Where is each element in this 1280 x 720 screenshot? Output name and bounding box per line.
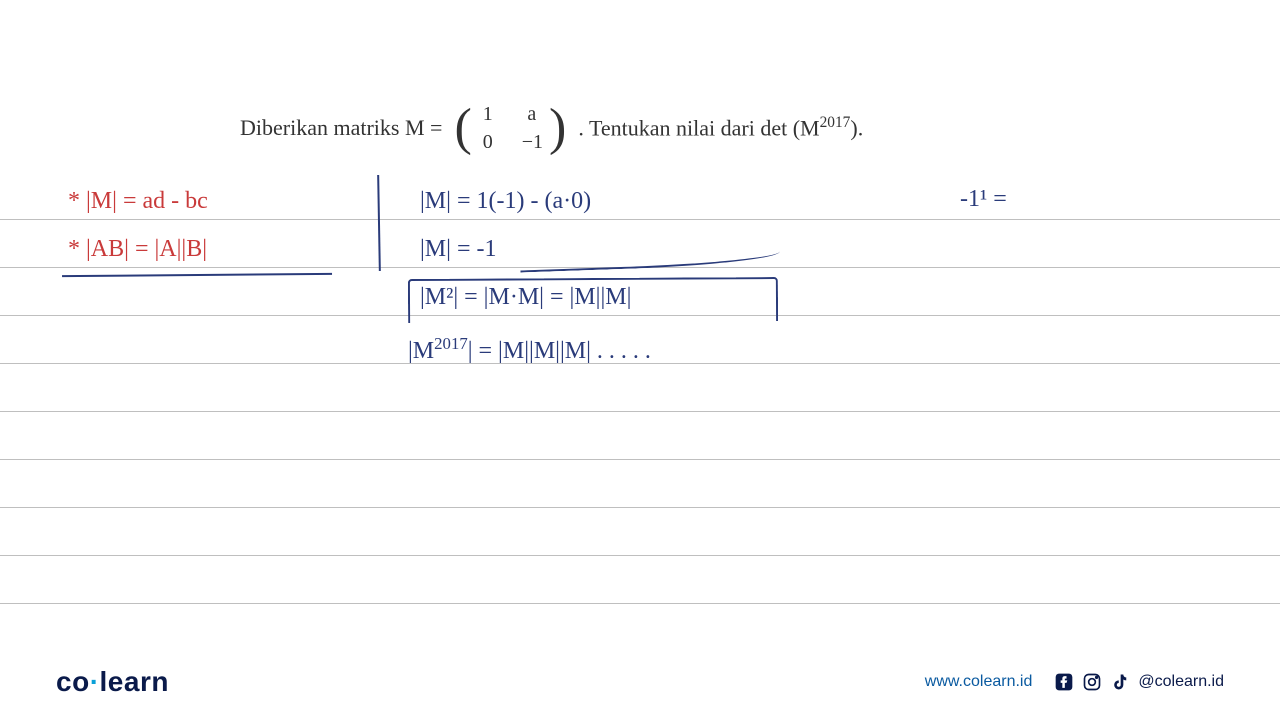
footer-url: www.colearn.id [925,673,1033,691]
logo-dot: · [90,666,100,697]
matrix-body: 1 a 0 −1 [472,100,549,156]
paren-left: ( [454,105,471,152]
tiktok-icon [1110,672,1130,692]
m21: 0 [478,128,498,156]
note-determinant-rule: * |M| = ad - bc [68,188,208,215]
work-line-4: |M2017| = |M||M||M| . . . . . [408,334,651,365]
brand-logo: co·learn [56,666,169,698]
footer: co·learn www.colearn.id @colearn.id [0,666,1280,698]
exponent-2017: 2017 [820,114,851,131]
social-handle: @colearn.id [1138,673,1224,691]
problem-suffix: . Tentukan nilai dari det (M2017). [578,114,863,141]
work-line-1: |M| = 1(-1) - (a·0) [420,188,591,215]
m22: −1 [522,128,543,156]
m11: 1 [478,100,498,128]
work-line-1b: -1¹ = [960,186,1007,213]
m12: a [522,100,542,128]
footer-right: www.colearn.id @colearn.id [925,672,1224,692]
problem-statement: Diberikan matriks M = ( 1 a 0 −1 ) . Ten… [240,100,863,156]
note-product-rule: * |AB| = |A||B| [68,236,207,263]
problem-prefix: Diberikan matriks M = [240,115,442,141]
facebook-icon [1054,672,1074,692]
work-line-2: |M| = -1 [420,236,496,263]
paren-right: ) [549,105,566,152]
instagram-icon [1082,672,1102,692]
matrix-M: ( 1 a 0 −1 ) [454,100,566,156]
work-line-3: |M²| = |M·M| = |M||M| [420,284,631,311]
social-icons: @colearn.id [1054,672,1224,692]
